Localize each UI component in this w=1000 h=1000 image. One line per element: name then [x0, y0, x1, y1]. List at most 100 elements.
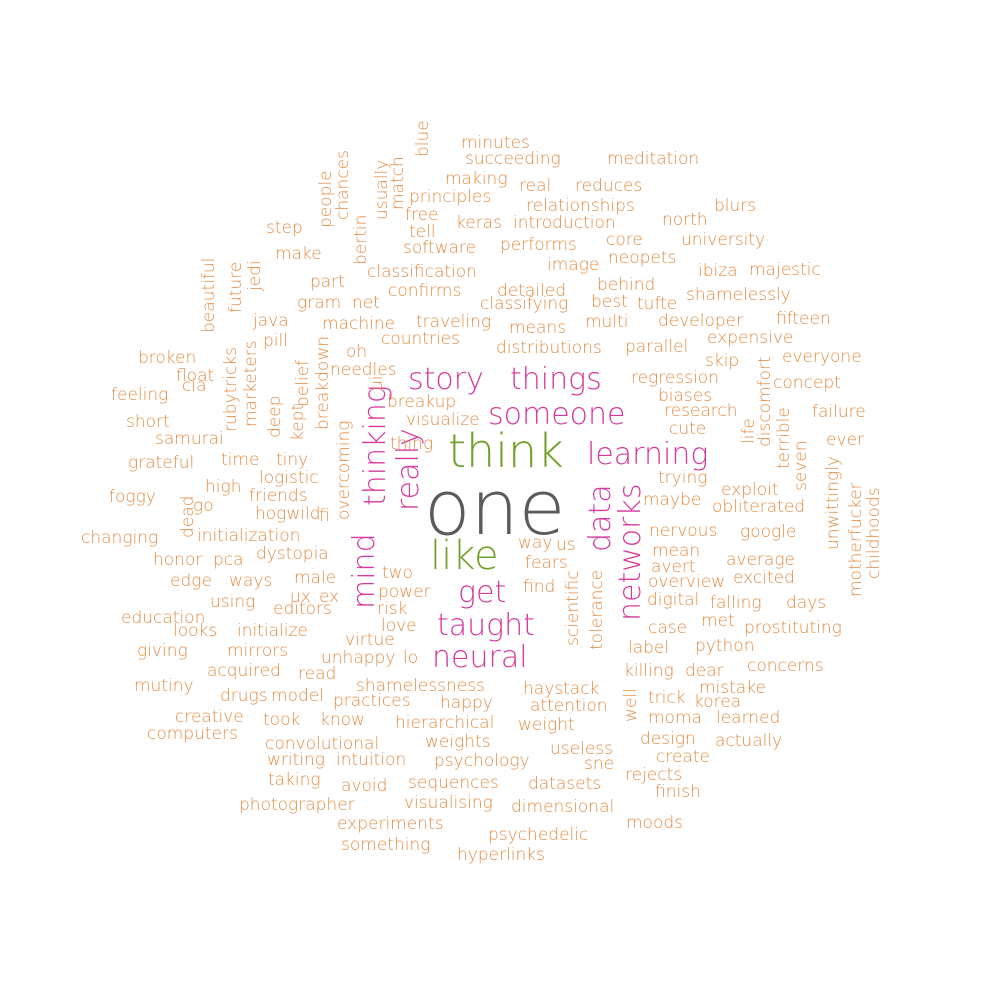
word-digital: digital: [647, 590, 700, 610]
word-model: model: [271, 686, 324, 706]
word-hierarchical: hierarchical: [395, 713, 495, 733]
word-things: things: [510, 362, 602, 397]
word-changing: changing: [81, 528, 159, 548]
word-concerns: concerns: [747, 656, 824, 676]
word-looks: looks: [173, 621, 218, 641]
word-nervous: nervous: [649, 521, 718, 541]
word-grateful: grateful: [128, 453, 195, 473]
word-core: core: [606, 230, 643, 250]
word-pca: pca: [213, 550, 244, 570]
word-practices: practices: [333, 691, 411, 711]
word-datasets: datasets: [528, 774, 602, 794]
word-data: data: [583, 484, 618, 552]
word-match: match: [388, 156, 408, 210]
word-go: go: [193, 496, 214, 516]
word-broken: broken: [138, 348, 197, 368]
word-mean: mean: [652, 541, 701, 561]
word-excited: excited: [733, 568, 795, 588]
word-regression: regression: [631, 368, 719, 388]
word-avert: avert: [651, 557, 696, 577]
word-reduces: reduces: [575, 176, 643, 196]
word-pill: pill: [263, 331, 288, 351]
word-confirms: confirms: [388, 281, 462, 301]
word-trying: trying: [658, 468, 708, 488]
word-making: making: [445, 169, 508, 189]
word-needles: needles: [330, 360, 397, 380]
word-well: well: [621, 688, 641, 722]
word-think: think: [448, 424, 564, 478]
word-fifteen: fifteen: [776, 309, 831, 329]
word-acquired: acquired: [207, 661, 281, 681]
word-minutes: minutes: [461, 133, 530, 153]
word-belief: belief: [293, 359, 313, 407]
word-case: case: [648, 618, 688, 638]
word-future: future: [226, 261, 246, 313]
word-finish: finish: [655, 782, 701, 802]
word-creative: creative: [175, 707, 244, 727]
word-korea: korea: [694, 692, 742, 712]
word-gram: gram: [297, 293, 342, 313]
word-ways: ways: [229, 571, 273, 591]
word-editors: editors: [273, 599, 332, 619]
word-lo: lo: [403, 648, 419, 668]
word-scientific: scientific: [563, 570, 583, 646]
word-way: way: [518, 533, 553, 553]
word-distributions: distributions: [496, 338, 602, 358]
word-tolerance: tolerance: [587, 569, 607, 650]
word-computers: computers: [147, 724, 238, 744]
word-useless: useless: [550, 739, 613, 759]
word-majestic: majestic: [749, 260, 821, 280]
word-ibiza: ibiza: [698, 261, 738, 281]
word-classification: classification: [367, 262, 477, 282]
word-dead: dead: [178, 495, 198, 538]
word-oh: oh: [346, 342, 368, 362]
word-net: net: [352, 293, 380, 313]
word-marketers: marketers: [241, 340, 261, 427]
word-fi: fi: [319, 506, 330, 526]
word-short: short: [126, 412, 170, 432]
word-honor: honor: [153, 550, 203, 570]
word-shamelessness: shamelessness: [356, 676, 485, 696]
word-visualize: visualize: [406, 410, 480, 430]
word-breakup: breakup: [387, 392, 457, 412]
word-moods: moods: [626, 813, 684, 833]
word-biases: biases: [658, 386, 713, 406]
word-usually: usually: [372, 159, 392, 220]
word-maybe: maybe: [643, 490, 702, 510]
word-breakdown: breakdown: [313, 336, 333, 430]
word-us: us: [556, 535, 576, 555]
word-blurs: blurs: [714, 196, 757, 216]
word-discomfort: discomfort: [755, 356, 775, 447]
word-expensive: expensive: [707, 328, 794, 348]
word-tell: tell: [409, 222, 436, 242]
word-unwittingly: unwittingly: [823, 456, 843, 550]
word-label: label: [628, 638, 670, 658]
word-float: float: [176, 366, 215, 386]
word-rubytricks: rubytricks: [221, 346, 241, 432]
word-jedi: jedi: [245, 260, 265, 291]
word-thing: thing: [390, 434, 434, 454]
word-networks: networks: [613, 483, 648, 621]
word-shamelessly: shamelessly: [686, 285, 791, 305]
word-mistake: mistake: [699, 678, 766, 698]
word-haystack: haystack: [523, 679, 600, 699]
word-meditation: meditation: [607, 149, 700, 169]
word-tiny: tiny: [276, 450, 309, 470]
word-obliterated: obliterated: [712, 497, 806, 517]
word-attention: attention: [530, 696, 608, 716]
word-developer: developer: [658, 311, 744, 331]
word-taking: taking: [268, 770, 321, 790]
word-north: north: [662, 210, 708, 230]
word-know: know: [320, 710, 365, 730]
word-motherfucker: motherfucker: [846, 482, 866, 597]
word-research: research: [664, 401, 738, 421]
word-behind: behind: [597, 275, 656, 295]
word-psychology: psychology: [434, 751, 530, 771]
word-performs: performs: [500, 235, 577, 255]
word-countries: countries: [381, 329, 460, 349]
word-exploit: exploit: [721, 480, 779, 500]
word-create: create: [656, 747, 710, 767]
word-rejects: rejects: [625, 765, 683, 785]
word-weights: weights: [425, 732, 491, 752]
word-two: two: [382, 563, 413, 583]
